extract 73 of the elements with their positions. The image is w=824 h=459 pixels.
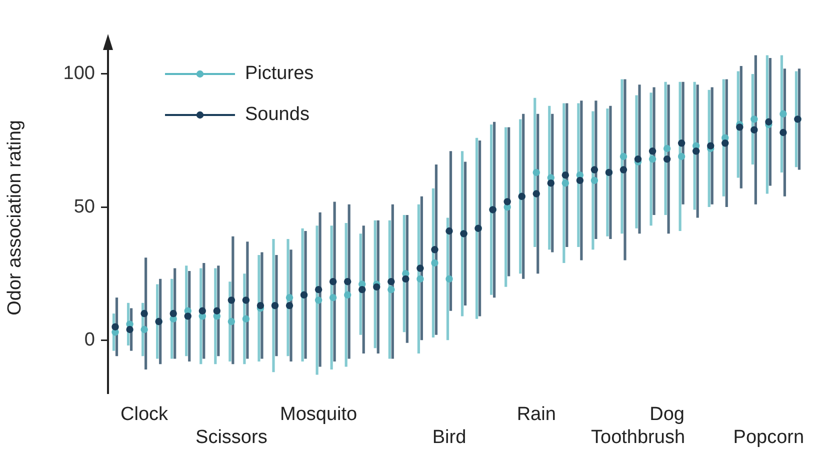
point — [736, 124, 744, 131]
point — [344, 278, 352, 286]
point — [562, 179, 570, 187]
point — [504, 198, 511, 206]
point — [286, 294, 294, 302]
point — [140, 310, 148, 318]
point — [576, 176, 584, 184]
y-tick-label: 100 — [63, 63, 95, 84]
point — [228, 318, 236, 326]
point — [678, 140, 686, 147]
y-tick-label: 50 — [74, 196, 95, 218]
point — [388, 286, 395, 294]
point — [256, 302, 264, 310]
x-tick-label: Dog — [650, 404, 684, 426]
point — [242, 315, 250, 322]
x-tick-label: Bird — [432, 426, 466, 448]
point — [634, 156, 642, 163]
point — [678, 152, 686, 160]
point — [532, 190, 540, 198]
point — [780, 128, 787, 136]
x-tick-label: Mosquito — [280, 404, 358, 426]
point — [416, 275, 424, 283]
legend-label: Sounds — [245, 104, 310, 126]
point — [112, 323, 119, 330]
point — [184, 312, 192, 320]
y-axis-title: Odor association rating — [4, 120, 26, 316]
point — [329, 278, 337, 286]
point — [416, 264, 424, 272]
point — [590, 176, 598, 184]
legend-label: Pictures — [245, 63, 314, 84]
point — [562, 172, 570, 179]
point — [344, 291, 352, 298]
point — [242, 296, 250, 304]
point — [620, 166, 628, 174]
x-tick-label: Clock — [120, 404, 169, 426]
point — [358, 286, 366, 294]
x-tick-label: Popcorn — [733, 426, 804, 448]
point — [314, 286, 322, 294]
point — [126, 326, 134, 334]
point — [620, 152, 628, 160]
point — [663, 156, 671, 163]
x-tick-label: Rain — [516, 404, 556, 426]
x-tick-label: Scissors — [196, 426, 268, 448]
point — [547, 179, 554, 187]
point — [692, 148, 700, 155]
point — [228, 296, 236, 304]
point — [329, 294, 337, 302]
point — [373, 283, 380, 291]
point — [765, 118, 772, 126]
point — [446, 275, 453, 283]
point — [648, 156, 656, 163]
point — [532, 168, 540, 176]
point — [722, 140, 729, 147]
point — [388, 278, 395, 286]
point — [198, 307, 206, 314]
point — [663, 144, 671, 152]
point — [140, 326, 148, 334]
point — [402, 275, 410, 283]
point — [707, 142, 714, 150]
point — [780, 110, 787, 118]
point — [750, 126, 758, 134]
point — [286, 302, 294, 310]
point — [446, 227, 453, 235]
point — [431, 246, 438, 254]
point — [170, 310, 177, 318]
x-tick-label: Toothbrush — [591, 426, 686, 448]
point — [314, 296, 322, 304]
point — [213, 307, 221, 314]
point — [750, 116, 758, 123]
point — [648, 148, 656, 155]
y-tick-label: 0 — [84, 329, 95, 350]
point — [590, 166, 598, 174]
point — [431, 259, 438, 267]
